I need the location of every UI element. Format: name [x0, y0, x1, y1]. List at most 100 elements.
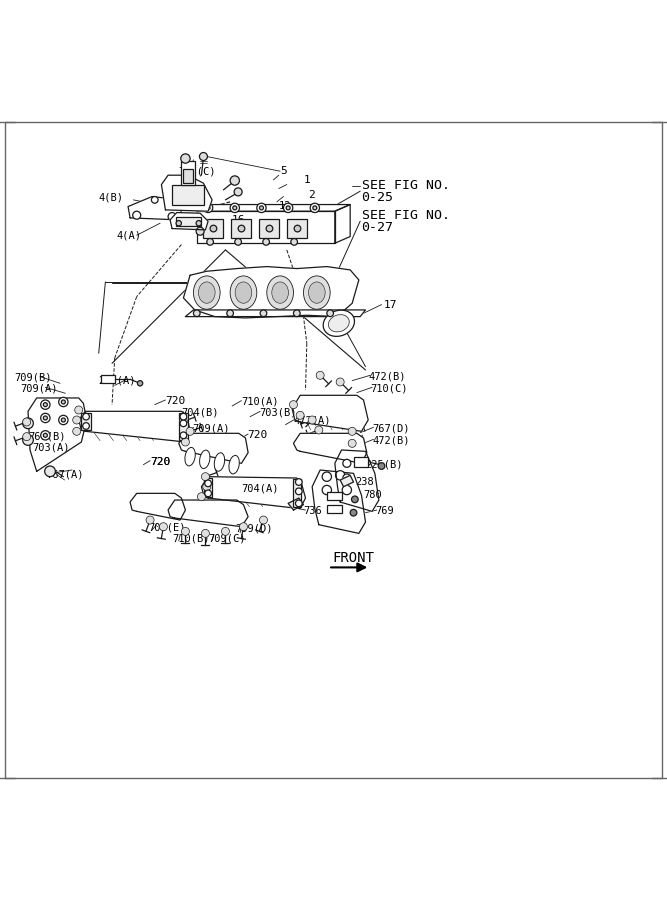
- Text: 710(C): 710(C): [370, 383, 408, 393]
- Text: 709(A): 709(A): [192, 424, 229, 434]
- Circle shape: [259, 206, 263, 210]
- Text: 704(B): 704(B): [181, 408, 219, 418]
- Circle shape: [43, 416, 47, 420]
- Ellipse shape: [308, 282, 325, 303]
- Text: 12: 12: [279, 201, 291, 211]
- Polygon shape: [197, 212, 335, 243]
- Polygon shape: [161, 176, 212, 211]
- Text: 709(C): 709(C): [208, 533, 245, 543]
- Text: 720: 720: [247, 430, 267, 440]
- Text: 709(D): 709(D): [235, 524, 272, 534]
- Text: 709(E): 709(E): [148, 522, 185, 533]
- Circle shape: [266, 225, 273, 232]
- Text: 225(A): 225(A): [99, 375, 136, 385]
- Text: 225(B): 225(B): [366, 460, 403, 470]
- Text: 2: 2: [308, 190, 315, 200]
- Polygon shape: [197, 204, 350, 212]
- Ellipse shape: [267, 276, 293, 310]
- Circle shape: [210, 225, 217, 232]
- Circle shape: [23, 418, 33, 428]
- Text: 709(B): 709(B): [15, 373, 52, 383]
- Circle shape: [133, 212, 141, 220]
- Circle shape: [193, 310, 200, 317]
- Polygon shape: [183, 266, 359, 318]
- Circle shape: [327, 310, 334, 317]
- Circle shape: [203, 203, 213, 212]
- Circle shape: [310, 203, 319, 212]
- Circle shape: [294, 225, 301, 232]
- Polygon shape: [130, 493, 185, 520]
- Bar: [287, 220, 307, 238]
- Circle shape: [316, 372, 324, 379]
- Text: FRONT: FRONT: [332, 551, 374, 565]
- Ellipse shape: [235, 282, 251, 303]
- Circle shape: [197, 492, 205, 500]
- Text: 5: 5: [280, 166, 287, 176]
- Text: 720: 720: [150, 457, 170, 467]
- Circle shape: [322, 485, 331, 495]
- Circle shape: [75, 406, 83, 414]
- Ellipse shape: [303, 276, 330, 310]
- Circle shape: [350, 509, 357, 516]
- Text: 16: 16: [232, 215, 245, 225]
- Polygon shape: [293, 433, 367, 464]
- Bar: [354, 457, 368, 467]
- Polygon shape: [335, 450, 379, 511]
- Circle shape: [168, 212, 176, 220]
- Polygon shape: [340, 475, 354, 487]
- Circle shape: [352, 496, 358, 503]
- Circle shape: [233, 206, 237, 210]
- Circle shape: [342, 485, 352, 495]
- Text: 704(A): 704(A): [241, 483, 279, 494]
- Text: 720: 720: [165, 396, 185, 406]
- Circle shape: [286, 206, 290, 210]
- Circle shape: [239, 523, 247, 531]
- Circle shape: [73, 428, 81, 436]
- Text: 703(A): 703(A): [32, 442, 69, 453]
- Circle shape: [227, 310, 233, 317]
- Circle shape: [180, 432, 187, 438]
- Polygon shape: [128, 196, 181, 220]
- Circle shape: [181, 438, 189, 446]
- Bar: [176, 217, 201, 226]
- Bar: [183, 168, 193, 184]
- Polygon shape: [201, 477, 305, 508]
- Circle shape: [343, 459, 351, 467]
- Circle shape: [322, 472, 331, 482]
- Circle shape: [257, 203, 266, 212]
- Ellipse shape: [199, 282, 215, 303]
- Circle shape: [41, 431, 50, 440]
- Circle shape: [230, 203, 239, 212]
- Polygon shape: [28, 398, 87, 472]
- Circle shape: [205, 480, 211, 487]
- Circle shape: [289, 400, 297, 409]
- Circle shape: [137, 381, 143, 386]
- Circle shape: [83, 423, 89, 429]
- Polygon shape: [170, 212, 208, 230]
- Circle shape: [45, 466, 55, 477]
- Circle shape: [355, 459, 363, 467]
- Circle shape: [61, 418, 65, 422]
- Circle shape: [201, 472, 209, 481]
- Circle shape: [295, 479, 302, 485]
- Circle shape: [181, 527, 189, 536]
- Circle shape: [23, 418, 31, 426]
- Ellipse shape: [230, 276, 257, 310]
- Ellipse shape: [229, 455, 239, 474]
- Text: 767(B): 767(B): [28, 432, 65, 442]
- Circle shape: [180, 413, 187, 420]
- Text: 238: 238: [355, 477, 374, 487]
- Circle shape: [238, 225, 245, 232]
- Circle shape: [378, 463, 385, 469]
- Text: SEE FIG NO.: SEE FIG NO.: [362, 209, 450, 221]
- Circle shape: [263, 238, 269, 245]
- Circle shape: [176, 220, 181, 226]
- Circle shape: [336, 378, 344, 386]
- Circle shape: [348, 428, 356, 436]
- Circle shape: [196, 220, 201, 226]
- Text: 780: 780: [364, 491, 382, 500]
- Circle shape: [206, 206, 210, 210]
- Polygon shape: [312, 470, 366, 534]
- Bar: [327, 492, 342, 500]
- Circle shape: [151, 196, 158, 203]
